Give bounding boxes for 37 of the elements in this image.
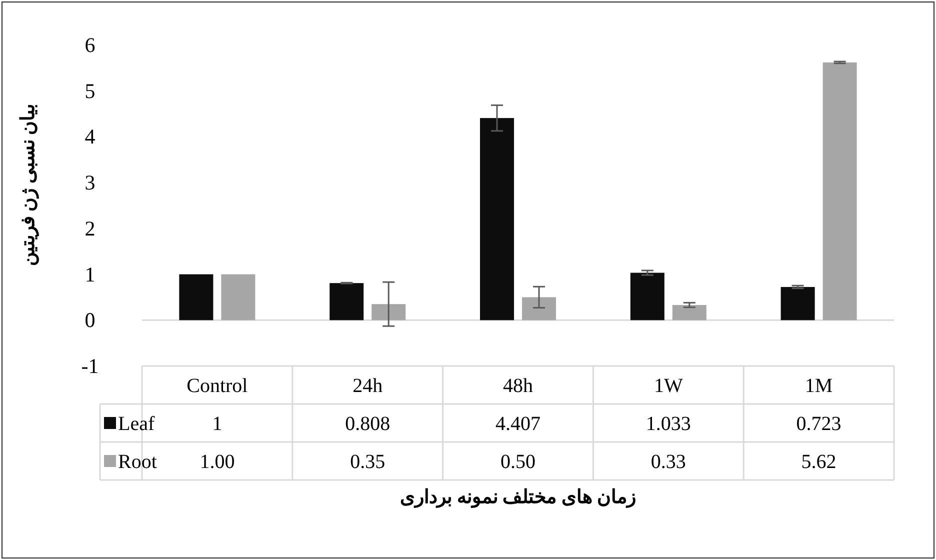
data-label: 0.35 — [350, 451, 386, 473]
bar — [522, 297, 556, 320]
y-axis-title: بیان نسبی ژن فریتین — [18, 104, 39, 266]
data-label: 0.808 — [345, 413, 390, 435]
x-tick-label: 24h — [352, 375, 383, 397]
x-axis-title: زمان های مختلف نمونه برداری — [400, 487, 636, 508]
data-label: 5.62 — [801, 451, 836, 473]
y-tick-label: 6 — [84, 33, 96, 57]
y-tick-label: 0 — [84, 308, 96, 332]
data-label: 1 — [212, 413, 222, 435]
bar — [372, 304, 406, 320]
bar — [179, 274, 214, 320]
data-label: 1.00 — [200, 451, 235, 473]
data-label: 0.723 — [796, 413, 842, 435]
bar — [330, 283, 364, 320]
y-tick-label: 5 — [84, 78, 96, 103]
x-tick-label: 1M — [804, 375, 833, 397]
x-tick-label: Control — [186, 375, 248, 397]
bar — [480, 118, 514, 320]
legend-label: Leaf — [118, 413, 155, 435]
data-label: 0.33 — [650, 451, 686, 473]
data-label: 1.033 — [646, 413, 691, 435]
bar — [630, 272, 664, 320]
bar — [672, 305, 706, 320]
y-tick-label: -1 — [81, 354, 99, 378]
bar — [822, 62, 857, 320]
y-tick-label: 1 — [84, 262, 96, 286]
legend-label: Root — [118, 451, 158, 473]
data-label: 4.407 — [496, 413, 540, 435]
bar — [221, 274, 256, 320]
bar — [780, 286, 815, 320]
x-tick-label: 48h — [503, 375, 533, 397]
data-label: 0.50 — [500, 451, 536, 473]
x-tick-label: 1W — [654, 375, 683, 397]
y-tick-label: 2 — [84, 216, 96, 240]
y-tick-label: 3 — [84, 170, 96, 195]
y-tick-label: 4 — [84, 124, 96, 149]
